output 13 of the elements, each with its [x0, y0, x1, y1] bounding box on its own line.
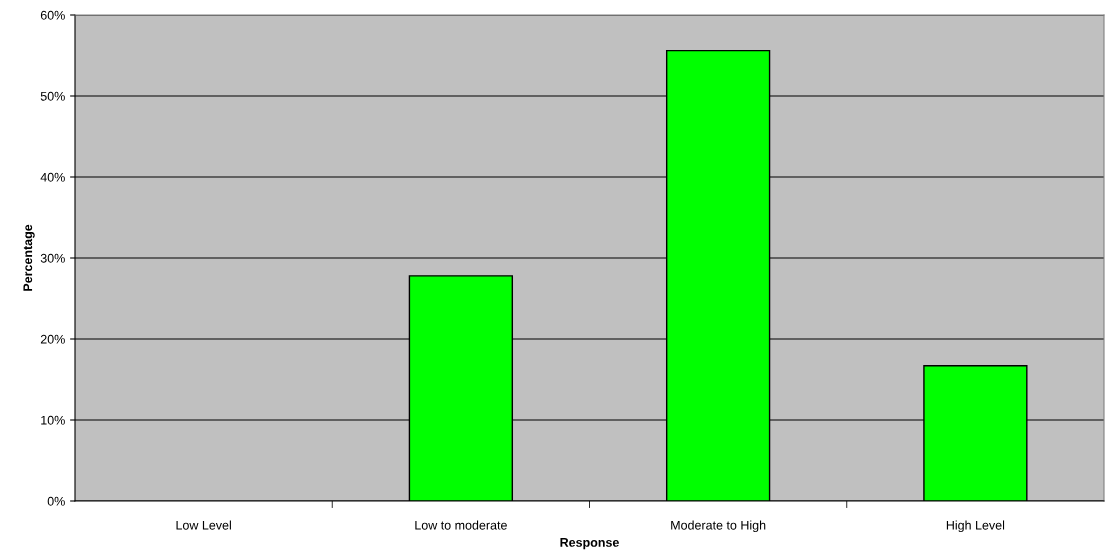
y-tick-label: 0% — [47, 496, 65, 506]
y-axis-title: Percentage — [23, 224, 35, 291]
y-tick-label: 60% — [40, 10, 65, 20]
x-tick-label: Moderate to High — [671, 520, 766, 533]
y-tick-label: 50% — [40, 91, 65, 101]
x-tick-label: High Level — [946, 520, 1005, 533]
x-tick-label: Low Level — [176, 520, 231, 530]
y-tick-label: 40% — [40, 172, 65, 182]
y-tick-label: 20% — [40, 334, 65, 344]
y-tick-label: 30% — [40, 253, 65, 263]
x-axis-title: Response — [560, 538, 619, 550]
y-tick-label: 10% — [41, 415, 65, 425]
x-tick-label: Low to moderate — [415, 520, 507, 530]
